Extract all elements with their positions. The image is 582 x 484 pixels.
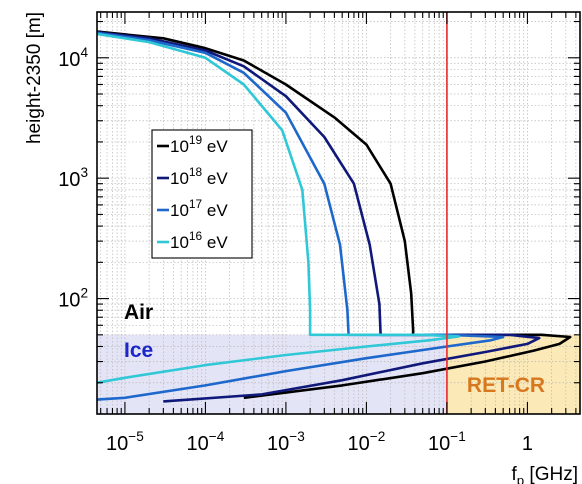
x-tick-label: 10−1 — [428, 429, 466, 455]
x-tick-label: 10−2 — [348, 429, 386, 455]
y-tick-label: 102 — [58, 286, 88, 312]
ret-region — [446, 334, 580, 414]
plot-frame — [96, 11, 581, 415]
y-axis-label: height-2350 [m] — [24, 12, 45, 144]
x-tick-label: 10−3 — [267, 429, 305, 455]
x-tick-label: 10−4 — [187, 429, 225, 455]
legend-entry-16: 1016 eV — [170, 229, 228, 252]
x-tick-label: 1 — [522, 433, 533, 455]
x-tick-label: 10−5 — [106, 429, 144, 455]
air-label: Air — [124, 301, 153, 324]
ret-cr-label: RET-CR — [467, 374, 545, 397]
legend-box — [151, 129, 253, 259]
legend-entry-18: 1018 eV — [170, 165, 228, 188]
legend-entry-19: 1019 eV — [170, 133, 228, 156]
series-line-16 — [97, 32, 460, 384]
x-axis-label: fp [GHz] — [511, 464, 578, 484]
ice-label: Ice — [124, 339, 153, 362]
y-tick-label: 103 — [58, 165, 88, 191]
y-tick-label: 104 — [58, 45, 88, 71]
legend-entry-17: 1017 eV — [170, 197, 228, 220]
series-line-19 — [97, 30, 572, 400]
